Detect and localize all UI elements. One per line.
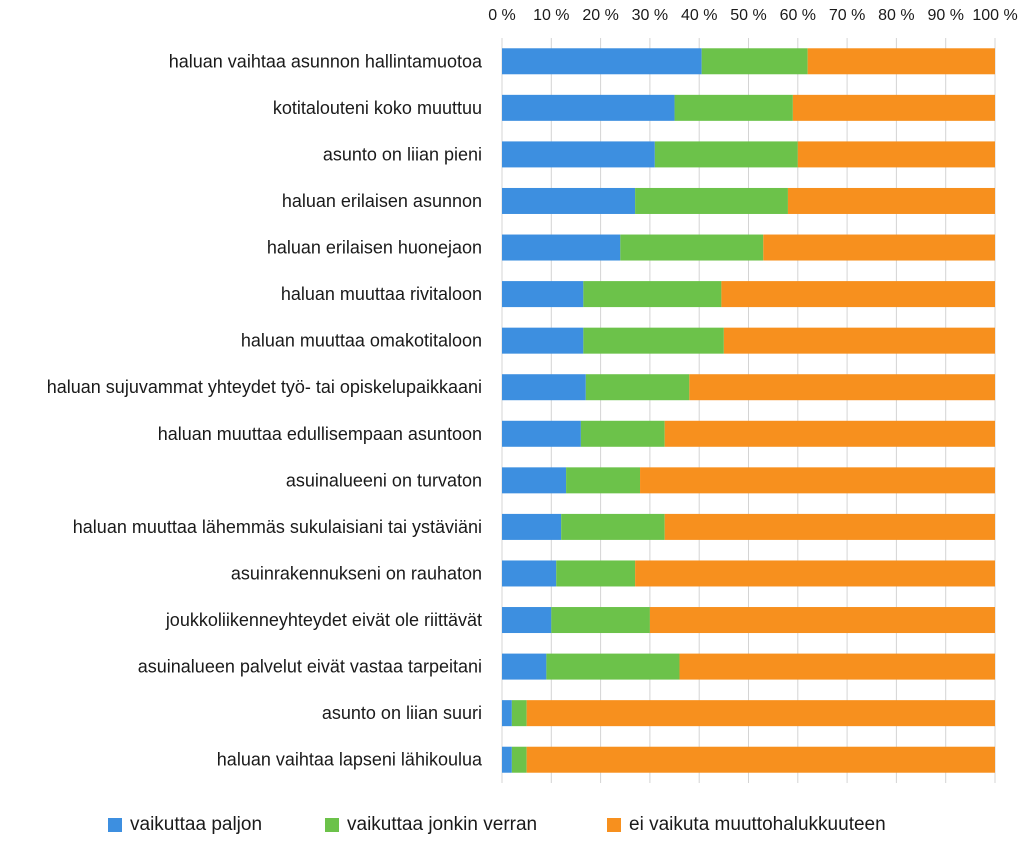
bar-2-0 xyxy=(807,48,995,75)
bar-0-1 xyxy=(502,94,675,121)
bar-2-8 xyxy=(664,420,995,447)
category-label-3: haluan erilaisen asunnon xyxy=(282,191,482,211)
bar-1-12 xyxy=(551,607,650,634)
bar-1-8 xyxy=(580,420,665,447)
bar-2-2 xyxy=(797,141,995,168)
category-label-11: asuinrakennukseni on rauhaton xyxy=(231,563,482,583)
bar-2-3 xyxy=(787,187,995,214)
x-tick-label-0: 0 % xyxy=(488,7,516,24)
x-tick-label-1: 10 % xyxy=(533,7,569,24)
category-label-0: haluan vaihtaa asunnon hallintamuotoa xyxy=(169,51,483,71)
bar-1-7 xyxy=(585,374,690,401)
bar-1-9 xyxy=(566,467,641,494)
bar-0-10 xyxy=(502,513,562,540)
x-tick-label-2: 20 % xyxy=(582,7,618,24)
category-labels: haluan vaihtaa asunnon hallintamuotoa kot… xyxy=(47,51,483,769)
bar-1-11 xyxy=(556,560,636,587)
legend-label-0: vaikuttaa paljon xyxy=(130,814,263,835)
bar-0-8 xyxy=(502,420,581,447)
x-tick-label-9: 90 % xyxy=(927,7,963,24)
bar-1-15 xyxy=(511,746,527,773)
bar-0-9 xyxy=(502,467,567,494)
category-label-4: haluan erilaisen huonejaon xyxy=(267,238,482,258)
category-label-12: joukkoliikenneyhteydet eivät ole riittäv… xyxy=(165,610,482,630)
bar-2-14 xyxy=(526,700,995,727)
legend-swatch-0 xyxy=(108,818,122,832)
legend-swatch-2 xyxy=(607,818,621,832)
category-label-7: haluan sujuvammat yhteydet työ- tai opis… xyxy=(47,377,482,397)
bar-0-15 xyxy=(502,746,512,773)
legend-swatch-1 xyxy=(325,818,339,832)
category-label-2: asunto on liian pieni xyxy=(323,144,482,164)
x-tick-label-5: 50 % xyxy=(730,7,766,24)
bar-2-11 xyxy=(635,560,995,587)
legend-label-2: ei vaikuta muuttohalukkuuteen xyxy=(629,814,886,835)
bar-0-3 xyxy=(502,187,636,214)
category-label-8: haluan muuttaa edullisempaan asuntoon xyxy=(158,424,482,444)
legend-item-0: vaikuttaa paljon xyxy=(108,812,262,838)
bar-2-13 xyxy=(679,653,995,680)
bar-2-15 xyxy=(526,746,995,773)
legend: vaikuttaa paljon vaikuttaa jonkin verran… xyxy=(0,812,1024,842)
bar-0-5 xyxy=(502,281,584,308)
bar-1-4 xyxy=(620,234,764,261)
bar-0-7 xyxy=(502,374,586,401)
bar-2-5 xyxy=(721,281,995,308)
category-label-5: haluan muuttaa rivitaloon xyxy=(281,284,482,304)
bar-0-4 xyxy=(502,234,621,261)
bars xyxy=(502,48,995,773)
bar-2-1 xyxy=(792,94,995,121)
bar-2-4 xyxy=(763,234,995,261)
bar-1-3 xyxy=(635,187,788,214)
bar-1-10 xyxy=(561,513,665,540)
x-tick-label-8: 80 % xyxy=(878,7,914,24)
bar-2-6 xyxy=(723,327,995,354)
bar-2-7 xyxy=(689,374,995,401)
bar-1-5 xyxy=(583,281,722,308)
bar-1-2 xyxy=(654,141,798,168)
stacked-bar-chart: 0 % 10 % 20 % 30 % 40 % 50 % 60 % 70 % 80 % 90 % 1… xyxy=(47,7,1018,783)
category-label-14: asunto on liian suuri xyxy=(322,703,482,723)
bar-0-14 xyxy=(502,700,512,727)
legend-item-1: vaikuttaa jonkin verran xyxy=(325,812,537,838)
bar-1-1 xyxy=(674,94,793,121)
legend-item-2: ei vaikuta muuttohalukkuuteen xyxy=(607,812,886,838)
bar-0-12 xyxy=(502,607,552,634)
category-label-10: haluan muuttaa lähemmäs sukulaisiani tai… xyxy=(73,517,482,537)
legend-label-1: vaikuttaa jonkin verran xyxy=(347,814,538,835)
bar-1-6 xyxy=(583,327,724,354)
x-axis-ticks: 0 % 10 % 20 % 30 % 40 % 50 % 60 % 70 % 80 % 90 % 1… xyxy=(488,7,1017,24)
x-tick-label-6: 60 % xyxy=(780,7,816,24)
x-tick-label-7: 70 % xyxy=(829,7,865,24)
x-tick-label-3: 30 % xyxy=(632,7,668,24)
category-label-1: kotitalouteni koko muuttuu xyxy=(273,98,482,118)
x-tick-label-10: 100 % xyxy=(972,7,1017,24)
bar-1-13 xyxy=(546,653,680,680)
x-tick-label-4: 40 % xyxy=(681,7,717,24)
category-label-9: asuinalueeni on turvaton xyxy=(286,470,482,490)
bar-2-9 xyxy=(640,467,995,494)
bar-0-11 xyxy=(502,560,557,587)
bar-0-13 xyxy=(502,653,547,680)
bar-2-12 xyxy=(649,607,995,634)
bar-1-14 xyxy=(511,700,527,727)
category-label-15: haluan vaihtaa lapseni lähikoulua xyxy=(217,750,483,770)
bar-1-0 xyxy=(701,48,808,75)
category-label-13: asuinalueen palvelut eivät vastaa tarpei… xyxy=(138,657,482,677)
bar-0-0 xyxy=(502,48,702,75)
bar-0-6 xyxy=(502,327,584,354)
category-label-6: haluan muuttaa omakotitaloon xyxy=(241,331,482,351)
bar-0-2 xyxy=(502,141,655,168)
bar-2-10 xyxy=(664,513,995,540)
